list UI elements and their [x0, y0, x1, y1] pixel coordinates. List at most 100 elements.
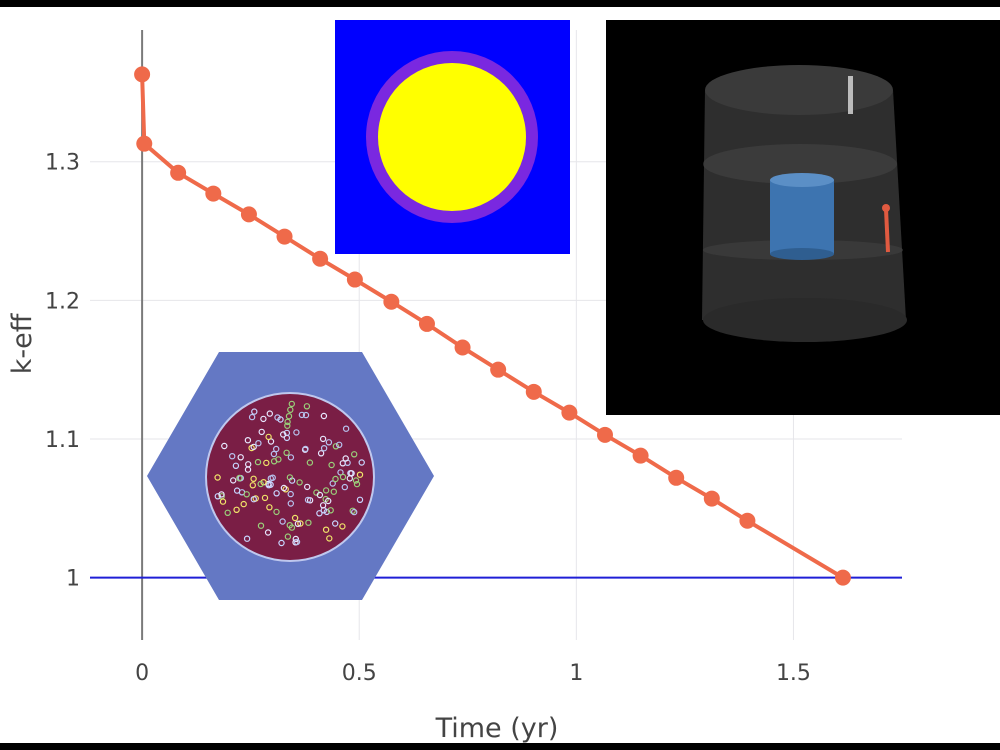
triso-particle: [339, 473, 347, 481]
triso-particle: [332, 475, 339, 483]
triso-particle: [304, 496, 312, 504]
triso-particle: [243, 535, 251, 542]
data-point: [739, 512, 756, 529]
triso-particle: [280, 484, 288, 492]
triso-particle: [273, 490, 280, 497]
triso-particle: [320, 412, 328, 420]
k-eff-series-markers: [134, 66, 851, 586]
triso-particle: [351, 508, 358, 516]
triso-particle: [284, 422, 291, 429]
triso-particle: [270, 450, 278, 458]
triso-particle: [233, 487, 241, 494]
triso-particle: [265, 433, 272, 441]
triso-particle: [319, 502, 327, 509]
triso-particle: [284, 533, 292, 540]
triso-particle: [286, 474, 294, 481]
triso-particle: [287, 454, 295, 461]
triso-particle: [257, 480, 264, 488]
triso-particle: [326, 535, 333, 542]
triso-particle: [284, 418, 291, 426]
triso-particle: [255, 440, 262, 447]
triso-particle: [250, 443, 257, 451]
triso-particle: [243, 491, 250, 498]
triso-particle: [240, 500, 247, 508]
y-tick-label: 1: [66, 567, 80, 592]
data-point: [134, 66, 151, 83]
data-point: [383, 293, 400, 310]
triso-particle: [254, 458, 262, 466]
triso-particle: [296, 479, 303, 486]
data-point: [834, 569, 851, 586]
x-tick-labels: 0 0.5 1 1.5: [135, 661, 811, 686]
triso-particle: [248, 413, 256, 421]
triso-particle: [291, 514, 299, 522]
triso-particle: [341, 483, 348, 491]
x-tick-label: 0: [135, 661, 149, 686]
triso-particle: [229, 477, 237, 484]
triso-particle: [329, 480, 336, 487]
triso-particle: [244, 466, 252, 473]
y-tick-label: 1.2: [45, 289, 80, 314]
triso-particle: [292, 535, 299, 543]
triso-particle: [280, 431, 287, 438]
triso-particle: [219, 498, 227, 505]
triso-particle: [287, 490, 294, 498]
triso-particle: [283, 429, 291, 437]
triso-particle: [249, 482, 256, 489]
y-axis-title: k-eff: [7, 312, 38, 374]
triso-particle: [287, 406, 294, 413]
triso-particle: [232, 462, 240, 469]
triso-particle: [251, 408, 258, 415]
triso-particle: [257, 522, 265, 529]
triso-particle: [320, 445, 328, 452]
triso-particle: [342, 455, 349, 462]
triso-particle: [266, 504, 273, 511]
triso-particle: [325, 439, 333, 446]
triso-particle: [250, 496, 257, 503]
triso-particle: [328, 461, 335, 469]
3d-reactor-render-inset: [606, 20, 1000, 415]
triso-particle: [353, 480, 361, 488]
data-point: [240, 206, 257, 223]
triso-particle: [270, 458, 278, 465]
triso-particle: [330, 488, 337, 495]
data-point: [596, 426, 613, 443]
data-point: [632, 447, 649, 464]
y-tick-labels: 1 1.1 1.2 1.3: [45, 151, 80, 592]
data-point: [454, 339, 471, 356]
triso-particle: [332, 443, 340, 450]
fuel-pin-cross-section-inset: [335, 20, 570, 254]
triso-particle: [317, 450, 325, 457]
triso-particle: [258, 428, 265, 436]
triso-particle: [352, 477, 360, 484]
triso-particle: [228, 453, 236, 460]
data-point: [668, 469, 685, 486]
triso-particle: [273, 508, 280, 516]
triso-particle: [263, 459, 270, 467]
y-tick-label: 1.3: [45, 151, 80, 176]
triso-particle: [337, 469, 344, 476]
triso-particle: [287, 500, 294, 507]
triso-particle: [285, 413, 293, 420]
triso-particle: [358, 459, 365, 466]
x-axis-title: Time (yr): [435, 713, 559, 744]
triso-particle: [286, 522, 293, 529]
triso-particle: [267, 481, 274, 488]
triso-particle: [221, 442, 228, 450]
triso-particle: [297, 520, 304, 527]
triso-particle: [218, 491, 225, 498]
triso-particle: [302, 445, 309, 453]
triso-particle: [293, 538, 301, 546]
triso-particle: [303, 403, 311, 410]
triso-particle: [293, 429, 300, 436]
triso-particle: [336, 441, 343, 448]
triso-particle: [233, 506, 240, 513]
triso-particle: [319, 435, 327, 443]
triso-particle: [244, 437, 252, 444]
triso-particle: [288, 400, 295, 408]
triso-particle: [351, 451, 358, 458]
triso-particle: [356, 496, 364, 503]
triso-particle: [322, 526, 330, 533]
x-tick-label: 1.5: [776, 661, 811, 686]
